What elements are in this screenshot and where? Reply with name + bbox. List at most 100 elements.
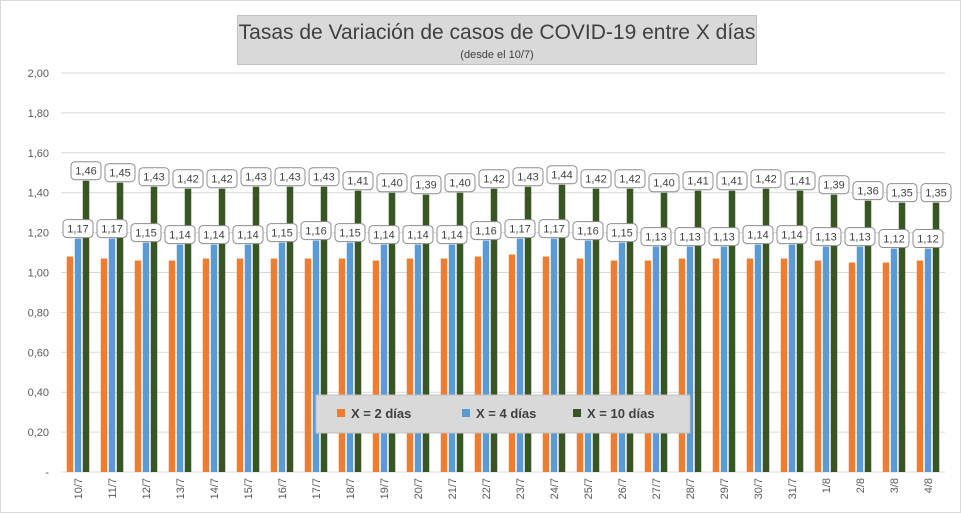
data-label-box	[104, 163, 136, 183]
bar	[100, 258, 108, 472]
bar	[422, 194, 430, 472]
x-tick-label: 31/7	[787, 478, 799, 499]
data-label-box	[342, 171, 374, 191]
y-tick-label: 0,80	[28, 307, 49, 319]
data-label: 1,40	[381, 178, 402, 190]
data-label-box	[546, 165, 578, 185]
data-label-box	[240, 167, 272, 187]
bar	[814, 260, 822, 472]
data-label: 1,12	[917, 234, 938, 246]
bar	[354, 190, 362, 472]
data-label: 1,43	[245, 172, 266, 184]
data-label-box	[138, 167, 170, 187]
x-tick-label: 30/7	[753, 478, 765, 499]
data-label: 1,42	[755, 174, 776, 186]
bar	[116, 182, 124, 472]
x-tick-label: 20/7	[413, 478, 425, 499]
data-label-box	[580, 169, 612, 189]
y-tick-label: 1,60	[28, 148, 49, 160]
x-tick-label: 10/7	[73, 478, 85, 499]
data-label-box	[784, 171, 816, 191]
bar	[142, 242, 150, 472]
bar	[176, 244, 184, 472]
data-label-box	[300, 221, 332, 241]
data-label: 1,43	[517, 172, 538, 184]
data-label: 1,39	[415, 180, 436, 192]
x-tick-label: 15/7	[243, 478, 255, 499]
bar	[788, 244, 796, 472]
bar	[440, 258, 448, 472]
data-label-box	[886, 183, 918, 203]
bar	[448, 244, 456, 472]
bar	[890, 248, 898, 472]
bar	[372, 260, 380, 472]
x-tick-label: 11/7	[107, 478, 119, 499]
data-label-box	[410, 175, 442, 195]
bar	[74, 238, 82, 472]
x-tick-label: 21/7	[447, 478, 459, 499]
data-label-box	[538, 219, 570, 239]
data-label: 1,13	[679, 232, 700, 244]
data-label: 1,14	[169, 230, 190, 242]
data-label: 1,15	[271, 228, 292, 240]
data-label: 1,40	[653, 178, 674, 190]
bar	[168, 260, 176, 472]
bar	[236, 258, 244, 472]
data-label-box	[776, 225, 808, 245]
x-tick-label: 19/7	[379, 478, 391, 499]
x-tick-label: 1/8	[821, 478, 833, 493]
data-label: 1,43	[279, 172, 300, 184]
data-label: 1,14	[781, 230, 802, 242]
data-label-box	[164, 225, 196, 245]
bar	[592, 188, 600, 472]
x-tick-label: 3/8	[889, 478, 901, 493]
bar	[542, 256, 550, 472]
data-label-box	[504, 219, 536, 239]
data-label: 1,41	[347, 176, 368, 188]
bar	[712, 258, 720, 472]
y-tick-label: 1,40	[28, 188, 49, 200]
bar	[584, 240, 592, 472]
x-tick-label: 13/7	[175, 478, 187, 499]
bar	[508, 254, 516, 472]
data-label: 1,16	[305, 226, 326, 238]
bar	[746, 258, 754, 472]
data-label-box	[402, 225, 434, 245]
data-label: 1,17	[67, 224, 88, 236]
y-tick-label: -	[45, 467, 49, 479]
data-label: 1,16	[577, 226, 598, 238]
bar	[686, 246, 694, 472]
bar	[218, 188, 226, 472]
bar	[864, 200, 872, 472]
data-label-box	[198, 225, 230, 245]
x-tick-label: 14/7	[209, 478, 221, 499]
bar	[320, 186, 328, 472]
data-label-box	[96, 219, 128, 239]
x-tick-label: 18/7	[345, 478, 357, 499]
data-label: 1,13	[849, 232, 870, 244]
data-label: 1,36	[857, 186, 878, 198]
data-label: 1,15	[135, 228, 156, 240]
bar	[304, 258, 312, 472]
data-label: 1,16	[475, 226, 496, 238]
data-label-box	[206, 169, 238, 189]
data-label-box	[810, 227, 842, 247]
y-tick-label: 1,20	[28, 228, 49, 240]
data-label: 1,12	[883, 234, 904, 246]
data-label: 1,46	[75, 166, 96, 178]
x-tick-label: 16/7	[277, 478, 289, 499]
data-label: 1,13	[645, 232, 666, 244]
data-label-box	[742, 225, 774, 245]
data-label: 1,39	[823, 180, 844, 192]
bar	[576, 258, 584, 472]
x-tick-label: 17/7	[311, 478, 323, 499]
data-label-box	[912, 229, 944, 249]
data-label: 1,17	[101, 224, 122, 236]
data-label-box	[920, 183, 952, 203]
chart-title: Tasas de Variación de casos de COVID-19 …	[238, 21, 756, 44]
y-tick-label: 2,00	[28, 68, 49, 80]
bar	[270, 258, 278, 472]
data-label-box	[334, 223, 366, 243]
